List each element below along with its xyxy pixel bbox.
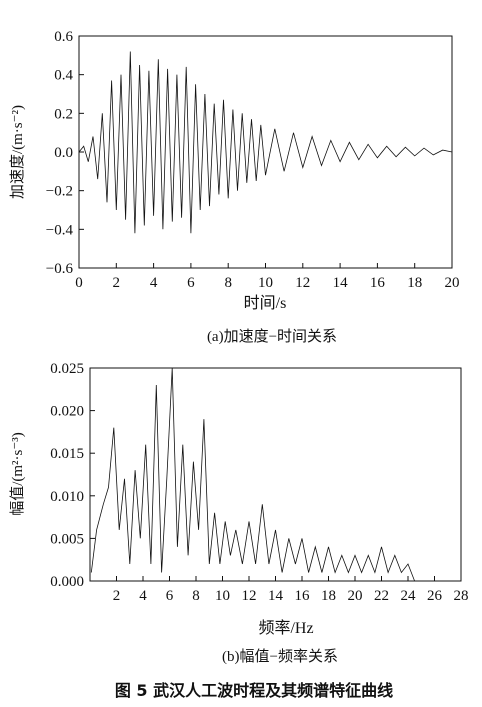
chart-a-x-tick-label: 18	[407, 275, 422, 291]
chart-b-y-tick-label: 0.015	[50, 446, 84, 462]
chart-b-x-tick-label: 14	[268, 588, 284, 604]
chart-b-x-label: 频率/Hz	[258, 619, 313, 637]
chart-b-subcaption: (b)幅值−频率关系	[222, 648, 338, 665]
chart-a-x-tick-label: 4	[150, 275, 158, 291]
chart-b-y-label: 幅值/(m²·s⁻³)	[9, 432, 26, 516]
chart-b-y-tick-label: 0.005	[50, 531, 84, 547]
chart-a-x-tick-label: 2	[113, 275, 121, 291]
chart-a-y-tick-label: −0.6	[46, 261, 74, 277]
chart-b-x-tick-label: 26	[427, 588, 443, 604]
chart-a-x-tick-label: 20	[445, 275, 460, 291]
chart-b-x-tick-label: 20	[348, 588, 363, 604]
chart-a-y-label: 加速度/(m·s⁻²)	[9, 105, 26, 199]
chart-b-y-tick-label: 0.010	[50, 489, 84, 505]
chart-a-series-line	[78, 51, 453, 234]
chart-a-y-tick-label: 0.6	[54, 29, 73, 45]
chart-b-x-tick-label: 18	[321, 588, 336, 604]
chart-b-x-tick-label: 8	[192, 588, 200, 604]
chart-a-x-tick-label: 6	[187, 275, 195, 291]
chart-b-y-ticks: 0.000 0.005 0.010 0.015 0.020 0.025	[50, 361, 95, 590]
chart-b-y-tick-label: 0.000	[50, 574, 84, 590]
chart-b-x-tick-label: 12	[242, 588, 257, 604]
chart-a-y-ticks: −0.6 −0.4 −0.2 0.0 0.2 0.4 0.6	[46, 29, 84, 277]
chart-a-x-tick-label: 0	[75, 275, 83, 291]
chart-b-x-tick-label: 4	[139, 588, 147, 604]
chart-a-y-tick-label: −0.4	[46, 222, 74, 238]
chart-a-x-tick-label: 10	[258, 275, 273, 291]
chart-a: −0.6 −0.4 −0.2 0.0 0.2 0.4 0.6 0 2 4 6 8 10 12 14 16 18…	[9, 29, 460, 345]
chart-b-x-tick-label: 28	[454, 588, 469, 604]
chart-a-x-label: 时间/s	[244, 294, 287, 312]
chart-a-x-tick-label: 8	[224, 275, 232, 291]
chart-b-x-tick-label: 16	[295, 588, 311, 604]
chart-a-y-tick-label: −0.2	[46, 184, 73, 200]
chart-b-series-line	[90, 367, 422, 582]
chart-b-x-tick-label: 24	[401, 588, 417, 604]
chart-a-y-tick-label: 0.2	[54, 106, 73, 122]
chart-b-y-tick-label: 0.025	[50, 361, 84, 377]
chart-b-x-tick-label: 10	[215, 588, 230, 604]
chart-a-subcaption: (a)加速度−时间关系	[207, 328, 337, 345]
chart-b-x-tick-label: 6	[166, 588, 174, 604]
chart-b-x-tick-label: 2	[113, 588, 121, 604]
chart-a-x-tick-label: 16	[370, 275, 386, 291]
chart-a-y-tick-label: 0.4	[54, 68, 73, 84]
chart-b-x-tick-label: 22	[374, 588, 389, 604]
chart-a-y-tick-label: 0.0	[54, 145, 73, 161]
chart-a-x-tick-label: 12	[295, 275, 310, 291]
chart-b-y-tick-label: 0.020	[50, 404, 84, 420]
chart-a-x-tick-label: 14	[333, 275, 349, 291]
chart-b-plot-frame	[89, 367, 462, 582]
chart-b-x-ticks: 2 4 6 8 10 12 14 16 18 20 22 24 26 28	[113, 576, 469, 604]
chart-a-x-ticks: 0 2 4 6 8 10 12 14 16 18 20	[75, 263, 460, 291]
figure-caption: 图 5 武汉人工波时程及其频谱特征曲线	[115, 681, 393, 700]
